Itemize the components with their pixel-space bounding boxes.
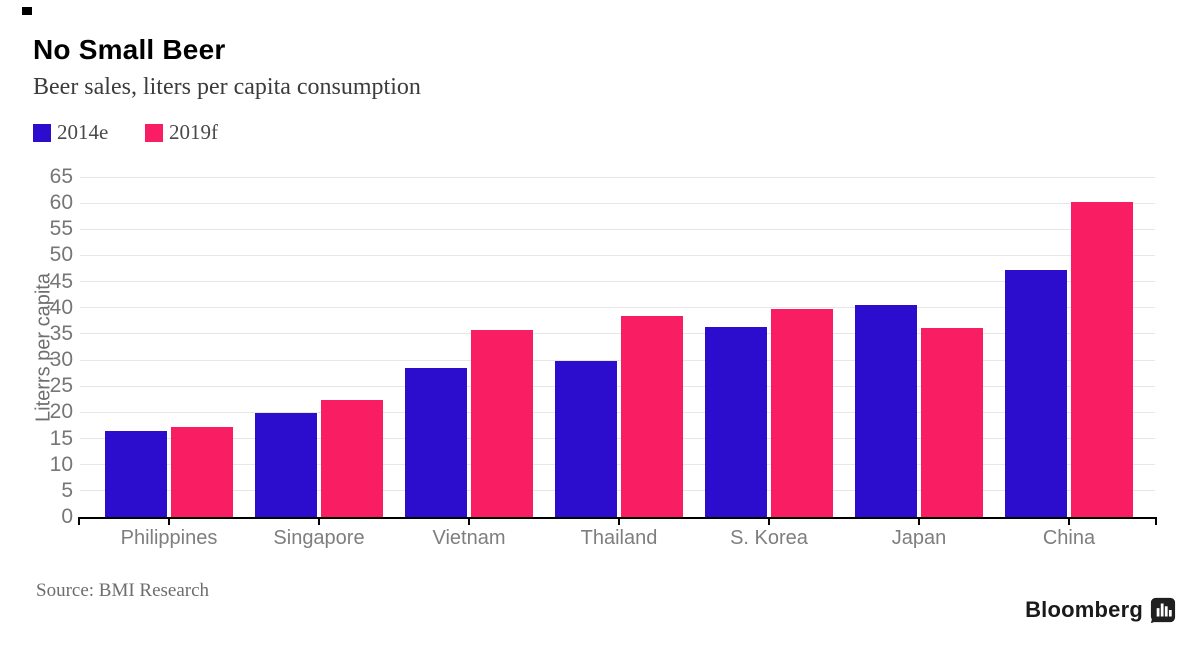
legend-label-2019f: 2019f (169, 120, 218, 144)
gridline (80, 307, 1155, 309)
legend-item-2014e: 2014e (33, 120, 108, 145)
x-category-label: Vietnam (432, 527, 506, 549)
x-tick (1068, 519, 1070, 525)
bar-2019f-philippines (171, 427, 233, 517)
x-tick (768, 519, 770, 525)
gridline (80, 385, 1155, 387)
x-category-label: Japan (891, 527, 947, 549)
y-tick-label: 5 (61, 478, 73, 502)
legend-label-2014e: 2014e (57, 120, 109, 144)
bar-2014e-philippines (105, 431, 167, 517)
y-axis-title: Literrs per capita (32, 273, 55, 422)
bar-2014e-thailand (555, 360, 617, 517)
gridline (80, 228, 1155, 230)
gridline (80, 359, 1155, 361)
bar-2014e-japan (855, 305, 917, 517)
bar-2019f-skorea (771, 308, 833, 517)
y-tick-label: 10 (49, 452, 73, 476)
x-category-label: Philippines (120, 527, 218, 549)
x-tick (468, 519, 470, 525)
corner-mark (22, 7, 32, 15)
bar-2019f-japan (921, 327, 983, 517)
y-tick-label: 25 (49, 374, 73, 398)
x-tick (1155, 519, 1157, 525)
bar-2014e-skorea (705, 326, 767, 517)
y-tick-label: 55 (49, 217, 73, 241)
legend-item-2019f: 2019f (145, 120, 218, 145)
brand-logo: Bloomberg (1025, 597, 1176, 623)
y-tick-label: 30 (49, 348, 73, 372)
x-category-label: S. Korea (730, 527, 808, 549)
y-tick-label: 45 (49, 269, 73, 293)
y-tick-label: 50 (49, 243, 73, 267)
y-tick-label: 20 (49, 400, 73, 424)
legend-swatch-2019f (145, 123, 163, 142)
gridline (80, 333, 1155, 335)
x-tick (78, 519, 80, 525)
x-category-label: China (1042, 527, 1096, 549)
legend-swatch-2014e (33, 123, 51, 142)
bar-2019f-singapore (321, 399, 383, 517)
y-tick-label: 40 (49, 295, 73, 319)
gridline (80, 411, 1155, 413)
bar-2019f-china (1071, 201, 1133, 517)
chart-title: No Small Beer (33, 34, 226, 65)
bar-2019f-thailand (621, 316, 683, 517)
gridline (80, 254, 1155, 256)
x-tick (318, 519, 320, 525)
x-tick (618, 519, 620, 525)
gridline (80, 464, 1155, 466)
bar-chart-bubble-icon (1150, 597, 1176, 623)
chart-subtitle: Beer sales, liters per capita consumptio… (33, 74, 421, 100)
gridline (80, 202, 1155, 204)
x-category-label: Thailand (580, 527, 658, 549)
y-tick-label: 60 (49, 191, 73, 215)
source-note: Source: BMI Research (36, 580, 210, 601)
bar-2014e-singapore (255, 412, 317, 517)
x-category-label: Singapore (273, 527, 365, 549)
bar-2014e-vietnam (405, 368, 467, 517)
gridline (80, 490, 1155, 492)
gridline (80, 176, 1155, 178)
x-axis-line (78, 517, 1157, 519)
gridline (80, 438, 1155, 440)
y-tick-label: 0 (61, 505, 73, 528)
y-tick-label: 35 (49, 321, 73, 345)
gridline (80, 281, 1155, 283)
y-tick-label: 15 (49, 426, 73, 450)
bar-2014e-china (1005, 270, 1067, 517)
y-tick-label: 65 (49, 165, 73, 188)
brand-wordmark: Bloomberg (1025, 597, 1143, 622)
x-tick (918, 519, 920, 525)
x-tick (168, 519, 170, 525)
bar-2019f-vietnam (471, 330, 533, 517)
